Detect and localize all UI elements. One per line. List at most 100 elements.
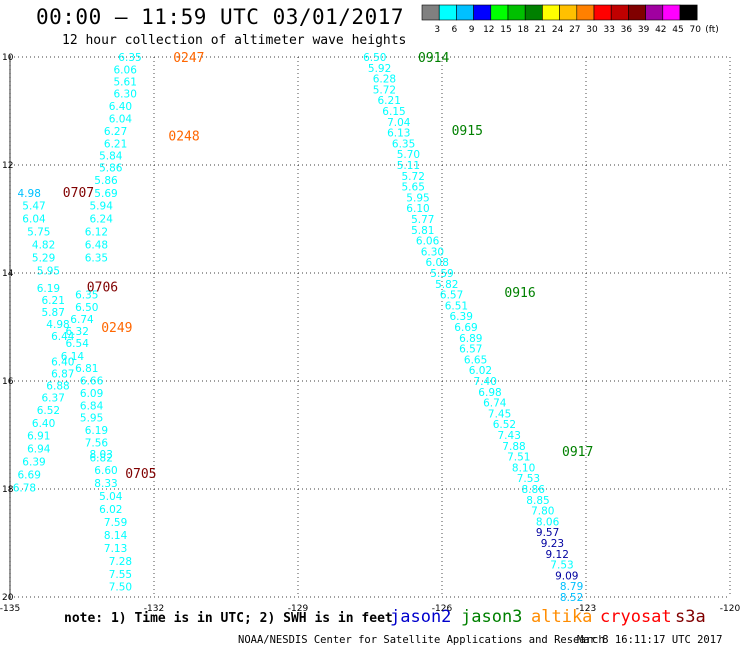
- wave-height-value: 6.40: [109, 101, 132, 113]
- wave-height-value: 5.72: [402, 171, 425, 183]
- wave-height-value: 6.02: [99, 504, 122, 516]
- pass-time-label: 0914: [418, 51, 449, 66]
- pass-time-label: 0707: [63, 186, 94, 201]
- wave-height-value: 6.21: [378, 95, 401, 107]
- wave-height-value: 6.35: [118, 52, 141, 64]
- wave-height-value: 6.44: [51, 331, 75, 343]
- wave-height-value: 6.82: [90, 453, 113, 465]
- wave-height-value: 6.52: [37, 405, 60, 417]
- legend-swatch: [679, 4, 698, 21]
- wave-height-value: 9.57: [536, 527, 559, 539]
- wave-height-value: 8.06: [536, 516, 560, 528]
- wave-height-value: 6.13: [387, 128, 410, 140]
- lon-tick-label: -123: [576, 604, 596, 614]
- wave-height-value: 7.56: [85, 438, 109, 450]
- wave-height-value: 5.69: [94, 188, 117, 200]
- legend-bin-label: 36: [621, 25, 633, 35]
- wave-height-value: 5.94: [90, 201, 114, 213]
- legend-bin-label: 12: [483, 25, 494, 35]
- legend-bin-label: 18: [517, 25, 529, 35]
- legend-bin-label: 6: [452, 25, 458, 35]
- wave-height-value: 7.59: [104, 517, 127, 529]
- lon-tick-label: -135: [0, 604, 20, 614]
- lat-tick-label: 18: [2, 485, 14, 495]
- wave-height-value: 6.88: [46, 380, 69, 392]
- pass-time-label: 0915: [452, 124, 483, 139]
- lat-tick-label: 14: [2, 269, 14, 279]
- wave-height-value: 7.53: [550, 560, 573, 572]
- wave-height-value: 7.80: [531, 506, 554, 518]
- wave-height-value: 6.28: [373, 74, 396, 86]
- satellite-legend-jason2: jason2: [390, 607, 452, 627]
- wave-height-value: 6.14: [61, 351, 85, 363]
- wave-height-value: 6.66: [80, 375, 104, 387]
- wave-height-value: 6.84: [80, 400, 104, 412]
- wave-height-value: 5.77: [411, 214, 434, 226]
- wave-height-value: 5.95: [37, 265, 60, 277]
- wave-height-value: 6.57: [459, 344, 482, 356]
- wave-height-value: 5.72: [373, 84, 396, 96]
- wave-height-value: 5.47: [22, 201, 45, 213]
- pass-time-label: 0916: [504, 286, 535, 301]
- wave-height-value: 6.02: [469, 365, 492, 377]
- wave-height-value: 8.52: [560, 592, 583, 604]
- wave-height-value: 8.79: [560, 581, 583, 593]
- wave-height-value: 8.85: [526, 495, 549, 507]
- wave-height-value: 6.60: [94, 465, 117, 477]
- legend-bin-label: 33: [603, 25, 614, 35]
- wave-height-value: 5.29: [32, 252, 55, 264]
- wave-height-value: 6.39: [450, 311, 473, 323]
- wave-height-value: 5.61: [114, 76, 137, 88]
- wave-height-value: 7.53: [517, 473, 540, 485]
- footer-credit: NOAA/NESDIS Center for Satellite Applica…: [238, 634, 605, 646]
- wave-height-value: 6.21: [104, 138, 127, 150]
- wave-height-value: 6.37: [42, 393, 65, 405]
- lat-tick-label: 12: [2, 161, 13, 171]
- wave-height-value: 6.21: [42, 295, 65, 307]
- wave-height-value: 5.81: [411, 225, 434, 237]
- wave-height-value: 7.88: [502, 441, 525, 453]
- wave-height-value: 6.98: [478, 387, 501, 399]
- satellite-legend-s3a: s3a: [675, 607, 706, 627]
- pass-time-label: 0917: [562, 445, 593, 460]
- lon-tick-label: -126: [432, 604, 453, 614]
- legend-bin-label: 15: [500, 25, 511, 35]
- wave-height-value: 6.10: [406, 203, 429, 215]
- wave-height-value: 5.75: [27, 226, 50, 238]
- wave-height-value: 5.87: [42, 307, 65, 319]
- wave-height-value: 4.98: [18, 188, 41, 200]
- wave-height-value: 6.74: [70, 314, 94, 326]
- wave-height-value: 6.04: [22, 213, 46, 225]
- wave-height-value: 7.55: [109, 569, 132, 581]
- pass-time-label: 0706: [87, 281, 118, 296]
- wave-height-value: 5.92: [368, 63, 391, 75]
- lon-tick-label: -120: [720, 604, 740, 614]
- wave-height-value: 5.95: [406, 192, 429, 204]
- wave-height-value: 6.08: [426, 257, 449, 269]
- color-legend: 3 6 9 12 15 18 21 24 27 30 33 36 39 42 45 70 (ft): [421, 4, 719, 35]
- wave-height-value: 6.27: [104, 126, 127, 138]
- satellite-legend-cryosat: cryosat: [600, 607, 672, 627]
- wave-height-value: 6.91: [27, 431, 50, 443]
- wave-height-value: 6.24: [90, 213, 114, 225]
- wave-height-value: 6.52: [493, 419, 516, 431]
- wave-height-value: 5.86: [99, 163, 123, 175]
- legend-bin-label: 24: [552, 25, 564, 35]
- wave-height-value: 8.86: [522, 484, 546, 496]
- lon-tick-label: -132: [144, 604, 164, 614]
- wave-height-value: 4.82: [32, 239, 55, 251]
- lat-tick-label: 10: [2, 53, 14, 63]
- wave-height-value: 6.81: [75, 363, 98, 375]
- wave-height-value: 7.04: [387, 117, 411, 129]
- wave-height-value: 5.95: [80, 413, 103, 425]
- wave-height-value: 6.30: [114, 89, 137, 101]
- legend-bin-label: 9: [469, 25, 475, 35]
- legend-bin-label: 3: [434, 25, 440, 35]
- wave-height-value: 6.50: [75, 302, 98, 314]
- wave-height-value: 6.35: [392, 138, 415, 150]
- wave-height-value: 6.57: [440, 290, 463, 302]
- wave-height-value: 6.19: [85, 425, 108, 437]
- wave-height-value: 7.40: [474, 376, 497, 388]
- wave-height-value: 7.13: [104, 543, 127, 555]
- wave-height-value: 6.69: [454, 322, 477, 334]
